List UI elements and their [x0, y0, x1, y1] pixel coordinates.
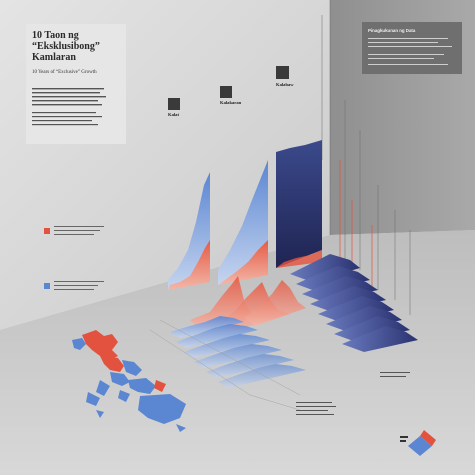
logo: [400, 430, 436, 456]
panel-1-area: [168, 172, 210, 290]
legend-red-swatch: [44, 228, 50, 234]
ridgeline-red-blue: [170, 276, 306, 388]
philippines-map: [72, 330, 186, 432]
source-box-lines: [368, 38, 452, 65]
poster-subtitle: 10 Years of “Exclusive” Growth: [32, 70, 97, 75]
poster-title: 10 Taon ng “Eksklusibong” Kamlaran: [32, 30, 100, 63]
floor-guides: [149, 319, 301, 411]
floor-notes: [296, 372, 410, 415]
panel-2-area: [218, 160, 268, 285]
ridgeline-navy: [290, 254, 418, 352]
panel-1-label: Kalat: [168, 112, 179, 117]
source-box-title: Pinagkukunan ng Data: [368, 28, 416, 33]
panel-2-label: Kalakaran: [220, 100, 242, 105]
panel-3-area: [276, 140, 322, 268]
source-box: [362, 22, 462, 74]
legend-lines: [54, 226, 104, 290]
intro-text-lines: [32, 88, 106, 126]
panel-3-label: Kalabaw: [276, 82, 294, 87]
panel-headers: [168, 66, 289, 110]
legend-blue-swatch: [44, 283, 50, 289]
leader-lines: [321, 0, 411, 315]
